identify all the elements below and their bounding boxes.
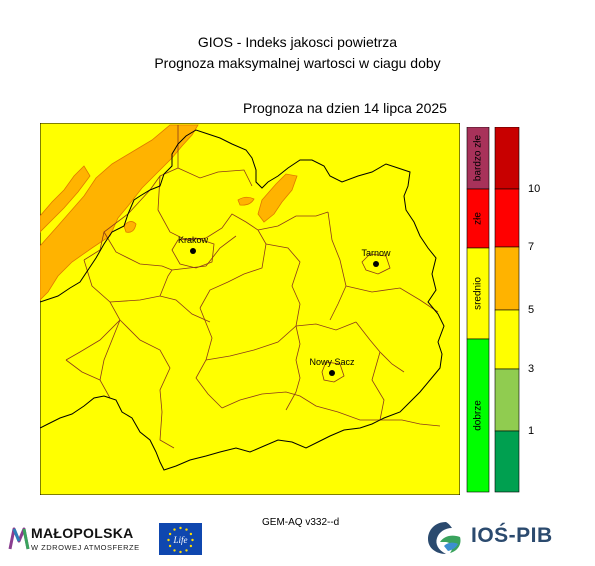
elevated-zone-northwest [40,124,199,301]
legend-scale-swatch [494,188,520,248]
ios-pib-logo-icon [428,522,461,554]
legend-tick-label: 10 [528,183,540,195]
city-dot [190,248,196,254]
city-label: Krakow [178,235,209,245]
city-dot [329,370,335,376]
ios-pib-name: IOŚ-PIB [471,524,553,547]
legend-scale-swatch [494,368,520,432]
legend-scale-swatch [494,246,520,311]
forecast-date-label: Prognoza na dzien 14 lipca 2025 [243,100,447,116]
legend-category: bardzo złe [466,127,490,190]
legend-category: dobrze [466,338,490,493]
district-borders [65,125,441,449]
malopolska-name: MAŁOPOLSKA [31,525,134,541]
city-layer: Krakow Tarnow Nowy Sacz [178,235,391,376]
legend-tick-label: 7 [528,241,534,253]
city-marker: Krakow [178,235,209,254]
forecast-map: Krakow Tarnow Nowy Sacz [40,123,460,495]
elevated-zone-north-a [237,196,255,206]
eu-life-flag-icon: Life [159,523,202,555]
map-legend: bardzo złe złe srednio dobrze 10 7 5 3 1 [466,127,540,493]
elevated-zone-strip [40,165,91,233]
elevated-zone-north-b [257,173,298,223]
legend-scale-swatch [494,430,520,493]
city-marker: Nowy Sacz [309,357,355,376]
elevated-zone-west [123,221,137,233]
map-title: GIOS - Indeks jakosci powietrza [197,34,398,50]
legend-category: srednio [466,247,490,340]
city-dot [373,261,379,267]
legend-tick-label: 5 [528,304,534,316]
malopolska-slogan: W ZDROWEJ ATMOSFERZE [31,543,140,552]
voivodeship-border [40,129,445,471]
legend-category-label: bardzo złe [473,134,484,181]
city-outlines [171,237,391,383]
legend-tick-label: 3 [528,363,534,375]
city-marker: Tarnow [361,248,391,267]
eu-life-label: Life [172,535,187,545]
map-subtitle: Prognoza maksymalnej wartosci w ciagu do… [154,55,441,71]
city-label: Tarnow [361,248,391,258]
legend-scale-swatch [494,309,520,370]
legend-category-label: złe [473,212,484,225]
legend-scale-swatch [494,127,520,190]
city-label: Nowy Sacz [309,357,355,367]
legend-tick-label: 1 [528,425,534,437]
malopolska-logo-icon [8,527,30,550]
legend-category-label: srednio [473,277,484,310]
legend-category: złe [466,188,490,249]
legend-category-swatch [466,338,490,493]
legend-category-label: dobrze [473,400,484,431]
model-label: GEM-AQ v332--d [262,517,340,528]
